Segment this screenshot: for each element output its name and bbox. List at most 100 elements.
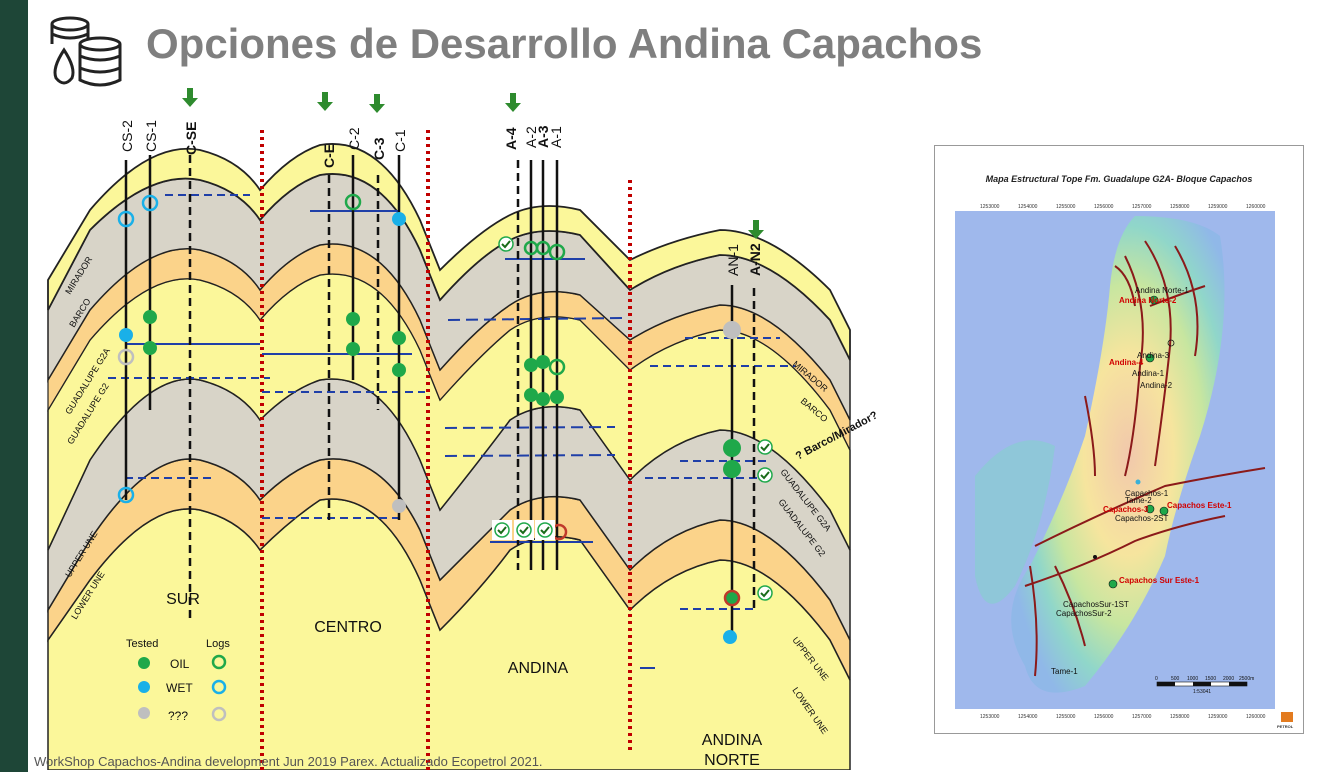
map-fault [1084,395,1096,477]
map-well-label: Andina-1 [1132,369,1165,378]
map-x-tick: 1254000 [1018,204,1038,210]
oil-tested-marker [346,312,360,326]
wet-tested-marker [723,630,737,644]
map-well-marker [1093,555,1097,559]
oil-barrels-icon [50,16,122,87]
oil-tested-marker [346,342,360,356]
map-fault [1149,285,1206,307]
well-label-a3: A-3 [535,125,551,148]
check-marks [492,236,773,601]
oil-tested-marker [524,388,538,402]
map-x-tick: 1255000 [1056,204,1076,210]
legend-oil-label: OIL [170,657,190,671]
arrow-cse [182,88,198,107]
oil-tested-marker [536,392,550,406]
map-well-label: Andina-2 [1140,381,1173,390]
map-well-label-red: Andina-4 [1109,358,1144,367]
oil-tested-marker [723,439,741,457]
check-icon [498,236,514,252]
map-well-label: Tame-1 [1051,667,1078,676]
map-well-label: CapachosSur-1ST [1063,600,1129,609]
cross-section-diagram: CS-2 CS-1 C-SE C-E C-2 C-3 C-1 A-4 A-2 A… [47,88,880,770]
map-fault [1114,265,1136,307]
well-label-a1: A-1 [548,126,564,148]
legend-oil-log [211,654,227,670]
wells [124,155,756,635]
map-well-marker [1167,339,1175,347]
map-x-tick: 1260000 [1246,204,1266,210]
faults [260,130,632,770]
check-icon [757,467,773,483]
map-x-tick-bottom: 1255000 [1056,714,1076,720]
map-title: Mapa Estructural Tope Fm. Guadalupe G2A-… [985,174,1253,184]
layer-mirador [47,143,851,361]
arrow-an2 [748,220,764,239]
structural-map: 1253000 1254000 1255000 1256000 1257000 … [934,145,1304,734]
well-label-c3: C-3 [371,137,387,160]
well-label-a2: A-2 [523,126,539,148]
map-x-tick: 1259000 [1208,204,1228,210]
map-fault [1174,245,1199,357]
unknown-tested-marker [392,499,406,513]
well-label-cse: C-SE [183,122,199,155]
well-label-cs2: CS-2 [119,120,135,152]
block-label-centro: CENTRO [314,619,382,636]
map-fault [1034,467,1266,547]
unknown-tested-marker [723,321,741,339]
oil-tested-marker [723,460,741,478]
map-x-tick: 1258000 [1170,204,1190,210]
map-scale-bar: 0 500 1000 1500 2000 2500m 1:53041 [1155,676,1254,695]
legend-logs-label: Logs [206,638,230,650]
check-icon [535,520,555,540]
scale-ratio: 1:53041 [1193,689,1211,695]
map-well-label: Andina-3 [1137,351,1170,360]
oil-tested-marker [524,358,538,372]
scale-tick: 1000 [1187,676,1198,682]
well-label-ce: C-E [321,144,337,168]
petrol-logo: PETROL [1277,712,1294,729]
well-label-an1: AN-1 [725,244,741,276]
unknown-log-marker [117,348,135,366]
oil-tested-marker [392,331,406,345]
arrow-ce [317,92,333,111]
well-label-c2: C-2 [346,127,362,150]
map-well-label-red: Capachos Sur Este-1 [1119,576,1200,585]
map-contour-area-2 [975,440,1055,604]
oil-tested-marker [143,310,157,324]
map-x-tick-bottom: 1260000 [1246,714,1266,720]
legend-unknown-tested [138,707,150,719]
map-x-tick: 1257000 [1132,204,1152,210]
map-fault [1124,255,1144,477]
legend-tested-label: Tested [126,638,158,650]
oil-tested-marker [392,363,406,377]
structural-map-canvas: 1253000 1254000 1255000 1256000 1257000 … [955,204,1294,729]
scale-tick: 0 [1155,676,1158,682]
wet-log-marker [117,210,135,228]
map-well-label-red: Andina Norte-2 [1119,296,1177,305]
map-x-tick-bottom: 1253000 [980,714,1000,720]
footer-credit: WorkShop Capachos-Andina development Jun… [34,754,543,769]
map-fault [1029,565,1038,677]
scale-tick: 2500m [1239,676,1254,682]
logo-text: PETROL [1277,724,1294,729]
map-well-label-red: Capachos Este-1 [1167,501,1232,510]
well-label-an2: A-N2 [747,243,763,276]
well-label-cs1: CS-1 [143,120,159,152]
scale-tick: 500 [1171,676,1180,682]
map-well-marker [1135,479,1141,485]
wet-log-marker [141,194,159,212]
wet-log-marker [117,486,135,504]
oil-log-marker [548,358,566,376]
check-icon [492,520,512,540]
map-x-tick: 1256000 [1094,204,1114,210]
block-label-andina-norte: ANDINA NORTE [702,732,763,769]
map-fault [1054,565,1086,647]
wet-tested-marker [392,212,406,226]
map-well-markers [1093,295,1175,589]
map-well-label: Tame-2 [1125,496,1152,505]
legend-wet-tested [138,681,150,693]
legend-wet-log [211,679,227,695]
arrow-a4 [505,93,521,112]
map-x-tick-bottom: 1259000 [1208,714,1228,720]
map-x-tick-bottom: 1254000 [1018,714,1038,720]
